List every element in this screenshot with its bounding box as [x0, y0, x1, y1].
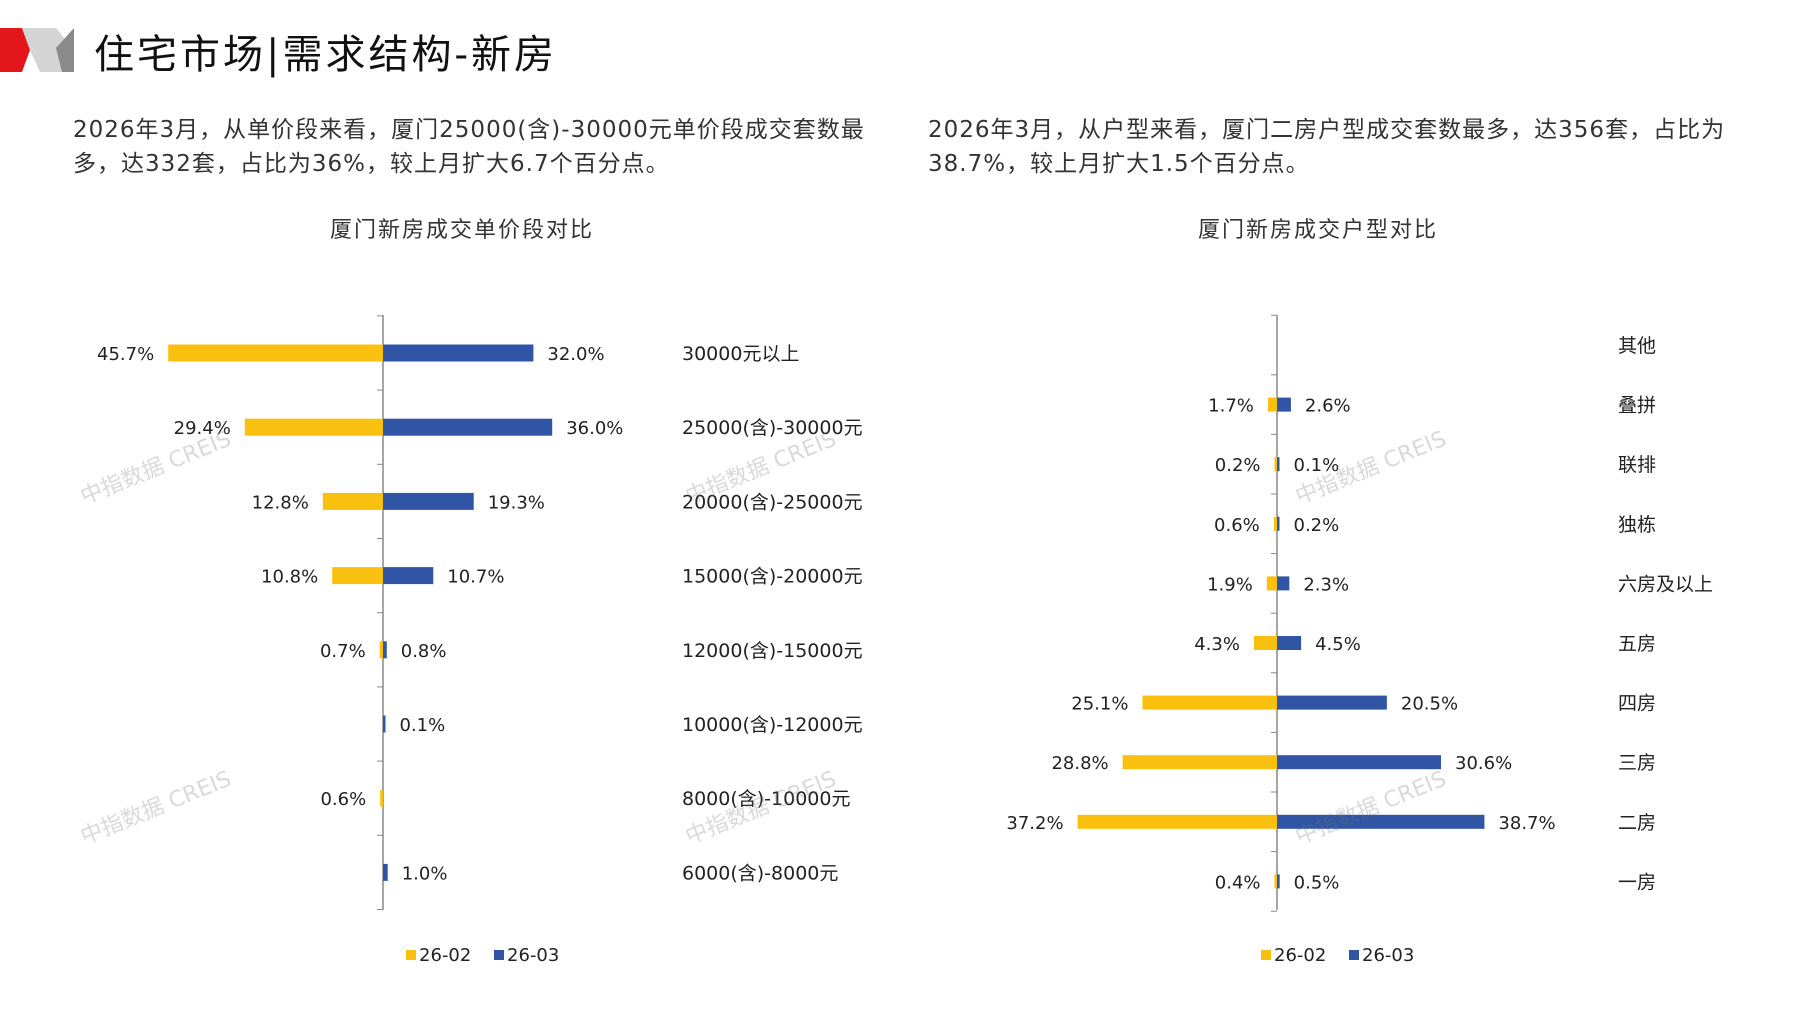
data-label: 32.0% — [547, 344, 604, 365]
data-label: 19.3% — [488, 492, 545, 513]
legend-swatch — [494, 950, 504, 960]
bar-26-03 — [1277, 636, 1302, 650]
category-label: 其他 — [1618, 335, 1656, 357]
bar-26-02 — [244, 418, 383, 436]
data-label: 25.1% — [1071, 694, 1128, 715]
category-label: 四房 — [1618, 693, 1656, 715]
data-label: 10.7% — [447, 567, 504, 588]
data-label: 0.5% — [1294, 872, 1340, 893]
bar-26-03 — [383, 344, 534, 362]
data-label: 0.1% — [1294, 455, 1340, 476]
category-label: 六房及以上 — [1618, 573, 1713, 595]
bar-26-03 — [383, 492, 474, 510]
data-label: 38.7% — [1498, 813, 1555, 834]
bar-26-03 — [1277, 516, 1280, 531]
data-label: 0.4% — [1215, 872, 1261, 893]
data-label: 1.7% — [1208, 396, 1254, 417]
bar-26-02 — [168, 344, 383, 362]
legend-label: 26-03 — [507, 945, 559, 966]
right-description: 2026年3月，从户型来看，厦门二房户型成交套数最多，达356套，占比为38.7… — [928, 117, 1726, 177]
legend-swatch — [1349, 950, 1359, 960]
category-label: 20000(含)-25000元 — [682, 491, 863, 513]
bar-26-02 — [1077, 814, 1277, 829]
bar-26-03 — [383, 641, 387, 659]
bar-26-03 — [383, 715, 386, 733]
logo-icon — [0, 28, 74, 72]
category-label: 30000元以上 — [682, 343, 799, 365]
data-label: 0.2% — [1215, 455, 1261, 476]
category-label: 15000(含)-20000元 — [682, 566, 863, 588]
data-label: 0.6% — [1214, 515, 1260, 536]
bar-26-02 — [1274, 457, 1277, 472]
data-label: 45.7% — [97, 344, 154, 365]
category-label: 三房 — [1618, 752, 1656, 774]
legend-swatch — [406, 950, 416, 960]
category-label: 12000(含)-15000元 — [682, 640, 863, 662]
bar-26-02 — [332, 567, 383, 585]
category-label: 25000(含)-30000元 — [682, 417, 863, 439]
bar-26-03 — [383, 567, 434, 585]
legend-label: 26-03 — [1362, 945, 1414, 966]
bar-26-02 — [380, 789, 383, 807]
data-label: 4.5% — [1315, 634, 1361, 655]
bar-26-02 — [1266, 576, 1277, 591]
category-label: 叠拼 — [1618, 395, 1656, 417]
category-label: 五房 — [1618, 633, 1656, 655]
data-label: 0.8% — [401, 641, 447, 662]
bar-26-03 — [1277, 874, 1280, 889]
legend-label: 26-02 — [419, 945, 471, 966]
bar-26-02 — [1142, 695, 1277, 710]
bar-26-03 — [383, 418, 553, 436]
data-label: 2.3% — [1303, 574, 1349, 595]
category-label: 独栋 — [1618, 514, 1656, 536]
bar-26-03 — [383, 863, 388, 881]
bar-26-02 — [1253, 636, 1277, 650]
data-label: 20.5% — [1401, 694, 1458, 715]
left-chart-title: 厦门新房成交单价段对比 — [330, 218, 595, 243]
right-chart-title: 厦门新房成交户型对比 — [1198, 218, 1439, 243]
legend-label: 26-02 — [1274, 945, 1326, 966]
data-label: 0.6% — [320, 789, 366, 810]
data-label: 28.8% — [1051, 753, 1108, 774]
bar-26-02 — [1267, 397, 1277, 412]
data-label: 2.6% — [1305, 396, 1351, 417]
category-label: 联排 — [1618, 454, 1656, 476]
bar-26-02 — [1122, 755, 1277, 770]
left-description: 2026年3月，从单价段来看，厦门25000(含)-30000元单价段成交套数最… — [73, 117, 865, 177]
bar-26-03 — [1277, 457, 1280, 472]
category-label: 8000(含)-10000元 — [682, 788, 850, 810]
data-label: 29.4% — [174, 418, 231, 439]
page-title: 住宅市场|需求结构-新房 — [94, 32, 557, 78]
bar-26-03 — [1277, 814, 1485, 829]
data-label: 10.8% — [261, 567, 318, 588]
bar-26-03 — [1277, 397, 1291, 412]
bar-26-02 — [1273, 516, 1277, 531]
data-label: 0.1% — [400, 715, 446, 736]
bar-26-02 — [1274, 874, 1277, 889]
bar-26-03 — [1277, 695, 1387, 710]
data-label: 36.0% — [566, 418, 623, 439]
bar-26-03 — [1277, 576, 1290, 591]
bar-26-02 — [322, 492, 383, 510]
data-label: 37.2% — [1006, 813, 1063, 834]
legend-swatch — [1261, 950, 1271, 960]
category-label: 二房 — [1618, 812, 1656, 834]
bar-26-03 — [1277, 755, 1442, 770]
category-label: 一房 — [1618, 871, 1656, 893]
bar-26-02 — [379, 641, 383, 659]
category-label: 6000(含)-8000元 — [682, 862, 838, 884]
data-label: 1.9% — [1207, 574, 1253, 595]
category-label: 10000(含)-12000元 — [682, 714, 863, 736]
data-label: 12.8% — [252, 492, 309, 513]
data-label: 4.3% — [1194, 634, 1240, 655]
data-label: 1.0% — [402, 863, 448, 884]
data-label: 0.2% — [1294, 515, 1340, 536]
data-label: 30.6% — [1455, 753, 1512, 774]
data-label: 0.7% — [320, 641, 366, 662]
